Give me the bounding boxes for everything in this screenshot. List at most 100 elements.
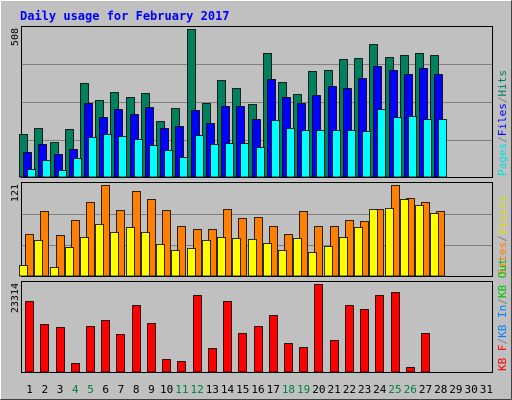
bar-visits-day-20: [308, 252, 317, 277]
bar-pages-day-5: [88, 137, 97, 178]
bar-visits-day-9: [141, 232, 150, 277]
x-tick-label: 14: [221, 383, 235, 396]
x-tick-label: 16: [251, 383, 264, 396]
bar-kb-f-day-26: [406, 367, 415, 373]
bar-kb-f-day-23: [360, 309, 369, 373]
bar-visits-day-7: [110, 232, 119, 277]
bar-pages-day-2: [42, 160, 51, 178]
bar-visits-day-23: [354, 227, 363, 277]
legend-entry: Pages: [496, 143, 509, 176]
bar-pages-day-3: [58, 170, 67, 178]
bar-visits-day-8: [126, 227, 135, 277]
bar-sites-day-10: [162, 210, 171, 277]
bar-kb-f-day-22: [345, 305, 354, 373]
x-tick-label: 1: [26, 383, 33, 396]
x-tick-label: 25: [388, 383, 401, 396]
bar-visits-day-13: [202, 240, 211, 277]
bar-pages-day-14: [225, 143, 234, 178]
bar-pages-day-20: [316, 130, 325, 178]
bar-visits-day-10: [156, 244, 165, 277]
bar-visits-day-28: [430, 213, 439, 277]
bar-visits-day-24: [369, 209, 378, 277]
x-tick-label: 23: [358, 383, 371, 396]
bar-kb-f-day-16: [254, 326, 263, 373]
bar-kb-f-day-4: [71, 363, 80, 373]
x-tick-label: 24: [373, 383, 387, 396]
x-tick-label: 15: [236, 383, 249, 396]
x-tick-label: 9: [148, 383, 155, 396]
x-tick-label: 27: [419, 383, 432, 396]
bar-visits-day-16: [248, 239, 257, 277]
legend-entry: Files: [496, 103, 509, 136]
x-tick-label: 29: [449, 383, 462, 396]
x-tick-label: 7: [118, 383, 125, 396]
bar-pages-day-13: [210, 144, 219, 178]
bar-kb-f-day-6: [101, 320, 110, 373]
x-tick-label: 13: [206, 383, 219, 396]
bar-visits-day-17: [263, 243, 272, 277]
x-tick-label: 2: [42, 383, 49, 396]
bar-kb-f-day-25: [391, 292, 400, 373]
bar-pages-day-27: [423, 119, 432, 178]
bar-pages-day-8: [134, 139, 143, 178]
bar-kb-f-day-17: [269, 315, 278, 373]
x-tick-label: 20: [312, 383, 325, 396]
legend-entry: KB Out: [496, 258, 509, 298]
bar-pages-day-18: [286, 128, 295, 178]
legend-traffic: Pages/Files/Hits: [496, 70, 509, 176]
y-max-label: 23314: [10, 283, 21, 313]
bar-pages-day-11: [179, 157, 188, 178]
bar-pages-day-24: [377, 109, 386, 178]
x-tick-label: 28: [434, 383, 447, 396]
legend-entry: /: [496, 235, 509, 242]
bar-pages-day-21: [332, 130, 341, 178]
bar-visits-day-22: [339, 237, 348, 277]
bar-visits-day-27: [415, 205, 424, 277]
bar-pages-day-25: [393, 117, 402, 178]
bar-visits-day-26: [400, 199, 409, 277]
bar-pages-day-22: [347, 130, 356, 178]
x-tick-label: 4: [72, 383, 79, 396]
bar-kb-f-day-15: [238, 333, 247, 373]
x-tick-label: 5: [87, 383, 94, 396]
bar-kb-f-day-5: [86, 326, 95, 373]
bar-pages-day-15: [240, 143, 249, 178]
x-tick-label: 30: [465, 383, 478, 396]
bar-visits-day-12: [187, 248, 196, 277]
bar-kb-f-day-10: [162, 359, 171, 373]
bar-visits-day-18: [278, 250, 287, 277]
legend-entry: KB In: [496, 305, 509, 338]
bar-kb-f-day-2: [40, 324, 49, 373]
bar-visits-day-2: [34, 240, 43, 277]
bar-pages-day-16: [256, 147, 265, 178]
bar-kb-f-day-8: [132, 305, 141, 373]
bar-pages-day-7: [118, 136, 127, 178]
legend-entry: /: [496, 97, 509, 104]
x-tick-label: 18: [282, 383, 295, 396]
bar-pages-day-19: [301, 130, 310, 178]
bar-sites-day-3: [56, 235, 65, 277]
bar-kb-f-day-12: [193, 295, 202, 373]
legend-entry: KB F: [496, 345, 509, 372]
bar-kb-f-day-24: [375, 295, 384, 373]
bar-visits-day-21: [324, 246, 333, 277]
legend-entry: Hits: [496, 70, 509, 97]
bar-visits-day-1: [19, 265, 28, 277]
bar-pages-day-26: [408, 116, 417, 178]
bar-pages-day-23: [362, 131, 371, 178]
legend-entry: /: [496, 338, 509, 345]
bar-kb-f-day-19: [299, 347, 308, 373]
bar-kb-f-day-13: [208, 348, 217, 373]
bar-pages-day-1: [27, 169, 36, 178]
bar-kb-f-day-14: [223, 301, 232, 373]
x-tick-label: 21: [328, 383, 341, 396]
bar-pages-day-10: [164, 150, 173, 178]
legend-visitors: Sites/Visits: [496, 196, 509, 276]
bar-pages-day-6: [103, 134, 112, 178]
panel-3: 23314: [10, 281, 493, 373]
x-axis-day-labels: 1 2 3 4 5 6 7 8 9 10 11 12 13 14 15 16 17 18 19 20 21 22 23 24 2…: [26, 383, 493, 396]
legend-kbytes: KB F/KB In/KB Out: [496, 258, 509, 371]
bar-visits-day-5: [80, 237, 89, 277]
x-tick-label: 26: [404, 383, 417, 396]
x-tick-label: 3: [57, 383, 64, 396]
